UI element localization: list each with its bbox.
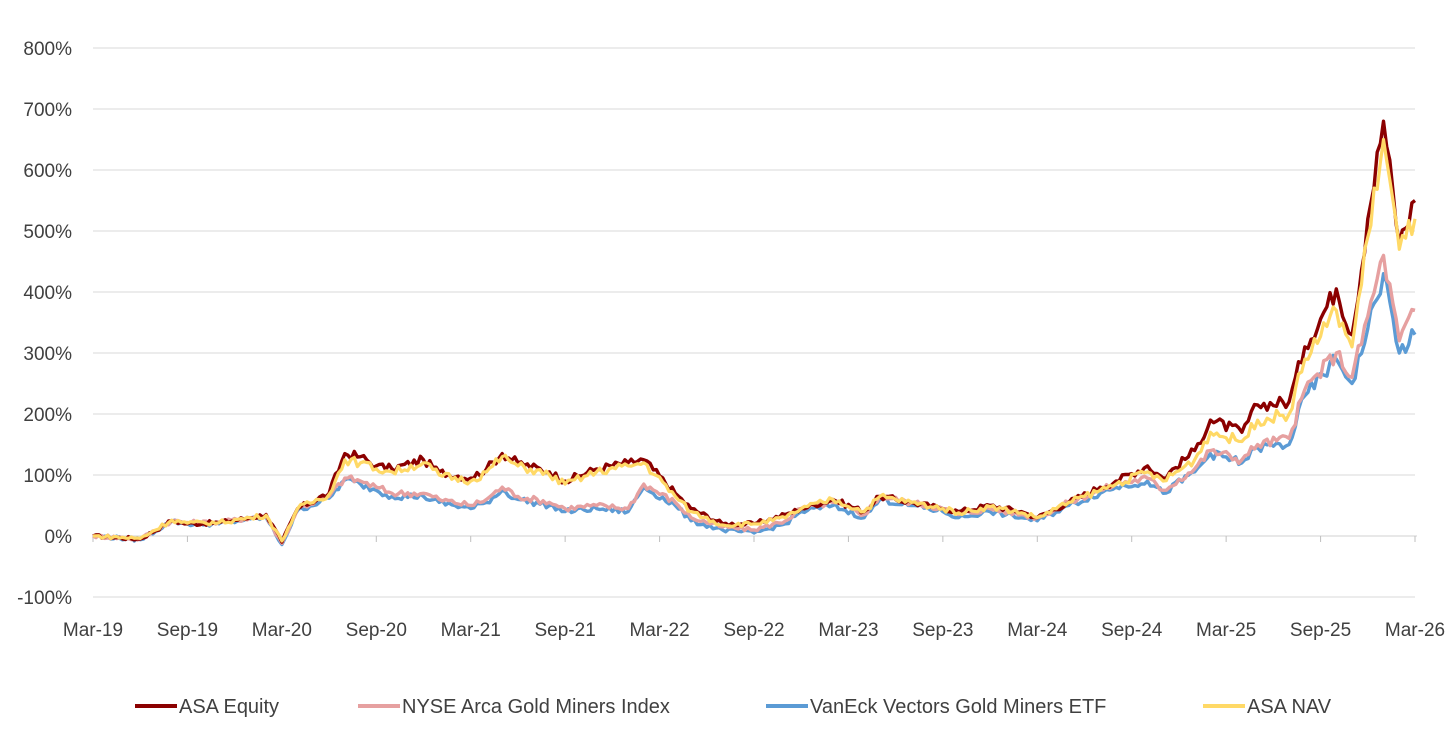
y-tick-label: 400% — [23, 283, 72, 304]
x-tick-label: Mar-22 — [629, 620, 689, 641]
x-tick-label: Sep-23 — [912, 620, 973, 641]
x-tick-label: Sep-22 — [723, 620, 784, 641]
y-tick-label: -100% — [17, 588, 72, 609]
x-tick-label: Mar-20 — [252, 620, 312, 641]
x-tick-label: Mar-25 — [1196, 620, 1256, 641]
legend-label: ASA Equity — [179, 696, 279, 718]
x-tick-label: Sep-25 — [1290, 620, 1351, 641]
legend: ASA Equity NYSE Arca Gold Miners Index Van… — [135, 696, 1332, 718]
x-axis-labels: Mar-19 Sep-19 Mar-20 Sep-20 Mar-21 Sep-21 Mar-… — [63, 620, 1445, 641]
series-line-1 — [92, 119, 1417, 544]
y-tick-label: 0% — [45, 527, 73, 548]
y-tick-label: 700% — [23, 100, 72, 121]
x-tick-label: Mar-21 — [441, 620, 501, 641]
x-tick-label: Mar-24 — [1007, 620, 1068, 641]
grid-lines — [93, 47, 1417, 598]
x-tick-label: Sep-20 — [346, 620, 407, 641]
y-tick-label: 600% — [23, 161, 72, 182]
y-tick-label: 500% — [23, 222, 72, 243]
x-tick-label: Mar-19 — [63, 620, 123, 641]
x-tick-label: Sep-21 — [535, 620, 596, 641]
x-tick-label: Mar-23 — [818, 620, 878, 641]
x-tick-label: Sep-24 — [1101, 620, 1163, 641]
x-axis-ticks — [92, 536, 1416, 542]
y-tick-label: 100% — [23, 466, 72, 487]
series-line-2 — [92, 253, 1416, 545]
x-tick-label: Mar-26 — [1385, 620, 1445, 641]
series-line-3 — [92, 272, 1417, 547]
y-tick-label: 800% — [23, 39, 72, 60]
y-axis-labels: -100% 0% 100% 200% 300% 400% 500% 600% 700% 800% — [17, 39, 72, 609]
x-tick-label: Sep-19 — [157, 620, 218, 641]
series-lines — [92, 119, 1417, 547]
y-tick-label: 200% — [23, 405, 72, 426]
y-tick-label: 300% — [23, 344, 72, 365]
series-line-4 — [92, 137, 1417, 543]
legend-label: VanEck Vectors Gold Miners ETF — [810, 696, 1106, 718]
legend-label: ASA NAV — [1247, 696, 1332, 718]
legend-label: NYSE Arca Gold Miners Index — [402, 696, 670, 718]
